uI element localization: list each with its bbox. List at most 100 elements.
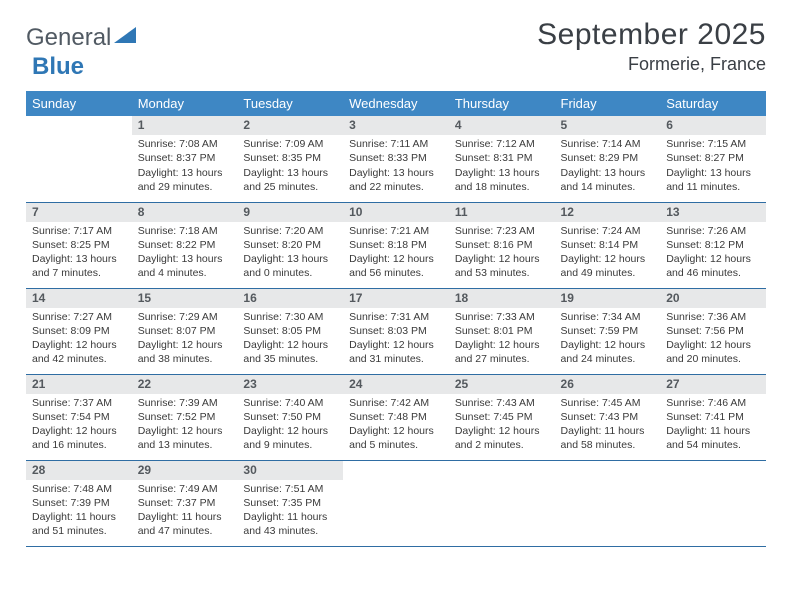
sunrise-text: Sunrise: 7:18 AM [138, 224, 232, 238]
calendar-table: SundayMondayTuesdayWednesdayThursdayFrid… [26, 91, 766, 547]
logo-word2: Blue [32, 53, 84, 80]
sunrise-text: Sunrise: 7:17 AM [32, 224, 126, 238]
calendar-row: 14Sunrise: 7:27 AMSunset: 8:09 PMDayligh… [26, 288, 766, 374]
sunset-text: Sunset: 7:45 PM [455, 410, 549, 424]
sunrise-text: Sunrise: 7:37 AM [32, 396, 126, 410]
sunset-text: Sunset: 8:12 PM [666, 238, 760, 252]
weekday-header: Saturday [660, 91, 766, 116]
sunrise-text: Sunrise: 7:15 AM [666, 137, 760, 151]
day-number: 12 [555, 203, 661, 222]
daylight-line2: and 16 minutes. [32, 438, 126, 452]
daylight-line2: and 38 minutes. [138, 352, 232, 366]
day-details: Sunrise: 7:14 AMSunset: 8:29 PMDaylight:… [555, 135, 661, 198]
daylight-line1: Daylight: 12 hours [561, 252, 655, 266]
sunset-text: Sunset: 8:25 PM [32, 238, 126, 252]
calendar-cell: 26Sunrise: 7:45 AMSunset: 7:43 PMDayligh… [555, 374, 661, 460]
daylight-line1: Daylight: 12 hours [243, 424, 337, 438]
daylight-line2: and 9 minutes. [243, 438, 337, 452]
calendar-cell: . [449, 460, 555, 546]
sunrise-text: Sunrise: 7:27 AM [32, 310, 126, 324]
calendar-cell: 23Sunrise: 7:40 AMSunset: 7:50 PMDayligh… [237, 374, 343, 460]
sunrise-text: Sunrise: 7:39 AM [138, 396, 232, 410]
day-details: Sunrise: 7:33 AMSunset: 8:01 PMDaylight:… [449, 308, 555, 371]
daylight-line2: and 0 minutes. [243, 266, 337, 280]
sunrise-text: Sunrise: 7:12 AM [455, 137, 549, 151]
daylight-line1: Daylight: 11 hours [666, 424, 760, 438]
sunset-text: Sunset: 8:31 PM [455, 151, 549, 165]
weekday-header: Wednesday [343, 91, 449, 116]
calendar-cell: 24Sunrise: 7:42 AMSunset: 7:48 PMDayligh… [343, 374, 449, 460]
day-details: Sunrise: 7:45 AMSunset: 7:43 PMDaylight:… [555, 394, 661, 457]
daylight-line1: Daylight: 13 hours [32, 252, 126, 266]
day-details: Sunrise: 7:40 AMSunset: 7:50 PMDaylight:… [237, 394, 343, 457]
calendar-cell: 6Sunrise: 7:15 AMSunset: 8:27 PMDaylight… [660, 116, 766, 202]
daylight-line1: Daylight: 13 hours [349, 166, 443, 180]
day-number: 14 [26, 289, 132, 308]
day-number: 4 [449, 116, 555, 135]
day-details: Sunrise: 7:15 AMSunset: 8:27 PMDaylight:… [660, 135, 766, 198]
daylight-line1: Daylight: 13 hours [666, 166, 760, 180]
day-details: Sunrise: 7:08 AMSunset: 8:37 PMDaylight:… [132, 135, 238, 198]
calendar-cell: 7Sunrise: 7:17 AMSunset: 8:25 PMDaylight… [26, 202, 132, 288]
calendar-row: 21Sunrise: 7:37 AMSunset: 7:54 PMDayligh… [26, 374, 766, 460]
sunset-text: Sunset: 7:52 PM [138, 410, 232, 424]
sunrise-text: Sunrise: 7:45 AM [561, 396, 655, 410]
daylight-line2: and 4 minutes. [138, 266, 232, 280]
day-number: 26 [555, 375, 661, 394]
daylight-line2: and 58 minutes. [561, 438, 655, 452]
day-number: 20 [660, 289, 766, 308]
day-number: 5 [555, 116, 661, 135]
daylight-line1: Daylight: 12 hours [32, 338, 126, 352]
day-number: 10 [343, 203, 449, 222]
day-details: Sunrise: 7:31 AMSunset: 8:03 PMDaylight:… [343, 308, 449, 371]
day-number: 18 [449, 289, 555, 308]
day-details: Sunrise: 7:11 AMSunset: 8:33 PMDaylight:… [343, 135, 449, 198]
sunset-text: Sunset: 8:33 PM [349, 151, 443, 165]
month-title: September 2025 [537, 18, 766, 52]
logo-word1: General [26, 24, 111, 52]
day-number: 21 [26, 375, 132, 394]
calendar-row: 7Sunrise: 7:17 AMSunset: 8:25 PMDaylight… [26, 202, 766, 288]
sunrise-text: Sunrise: 7:30 AM [243, 310, 337, 324]
day-details: Sunrise: 7:37 AMSunset: 7:54 PMDaylight:… [26, 394, 132, 457]
daylight-line1: Daylight: 13 hours [243, 166, 337, 180]
daylight-line2: and 25 minutes. [243, 180, 337, 194]
sunrise-text: Sunrise: 7:23 AM [455, 224, 549, 238]
location-label: Formerie, France [537, 54, 766, 75]
sunset-text: Sunset: 8:03 PM [349, 324, 443, 338]
calendar-cell: 13Sunrise: 7:26 AMSunset: 8:12 PMDayligh… [660, 202, 766, 288]
weekday-header: Tuesday [237, 91, 343, 116]
sunset-text: Sunset: 8:16 PM [455, 238, 549, 252]
day-number: 30 [237, 461, 343, 480]
daylight-line1: Daylight: 11 hours [32, 510, 126, 524]
daylight-line1: Daylight: 12 hours [666, 252, 760, 266]
sunset-text: Sunset: 8:22 PM [138, 238, 232, 252]
day-details: Sunrise: 7:39 AMSunset: 7:52 PMDaylight:… [132, 394, 238, 457]
day-details: Sunrise: 7:34 AMSunset: 7:59 PMDaylight:… [555, 308, 661, 371]
sunset-text: Sunset: 7:59 PM [561, 324, 655, 338]
calendar-cell: 17Sunrise: 7:31 AMSunset: 8:03 PMDayligh… [343, 288, 449, 374]
calendar-cell: 12Sunrise: 7:24 AMSunset: 8:14 PMDayligh… [555, 202, 661, 288]
sunset-text: Sunset: 7:35 PM [243, 496, 337, 510]
day-details: Sunrise: 7:46 AMSunset: 7:41 PMDaylight:… [660, 394, 766, 457]
sunset-text: Sunset: 8:01 PM [455, 324, 549, 338]
sunset-text: Sunset: 7:54 PM [32, 410, 126, 424]
daylight-line2: and 14 minutes. [561, 180, 655, 194]
sunrise-text: Sunrise: 7:31 AM [349, 310, 443, 324]
weekday-header: Thursday [449, 91, 555, 116]
calendar-cell: 27Sunrise: 7:46 AMSunset: 7:41 PMDayligh… [660, 374, 766, 460]
sunset-text: Sunset: 8:20 PM [243, 238, 337, 252]
sunset-text: Sunset: 8:29 PM [561, 151, 655, 165]
sunrise-text: Sunrise: 7:48 AM [32, 482, 126, 496]
calendar-cell: 1Sunrise: 7:08 AMSunset: 8:37 PMDaylight… [132, 116, 238, 202]
sunrise-text: Sunrise: 7:14 AM [561, 137, 655, 151]
calendar-cell: 8Sunrise: 7:18 AMSunset: 8:22 PMDaylight… [132, 202, 238, 288]
day-number: 22 [132, 375, 238, 394]
logo-triangle-icon [114, 27, 136, 50]
sunset-text: Sunset: 7:50 PM [243, 410, 337, 424]
sunrise-text: Sunrise: 7:49 AM [138, 482, 232, 496]
daylight-line1: Daylight: 12 hours [666, 338, 760, 352]
daylight-line1: Daylight: 12 hours [243, 338, 337, 352]
sunrise-text: Sunrise: 7:20 AM [243, 224, 337, 238]
calendar-cell: 5Sunrise: 7:14 AMSunset: 8:29 PMDaylight… [555, 116, 661, 202]
